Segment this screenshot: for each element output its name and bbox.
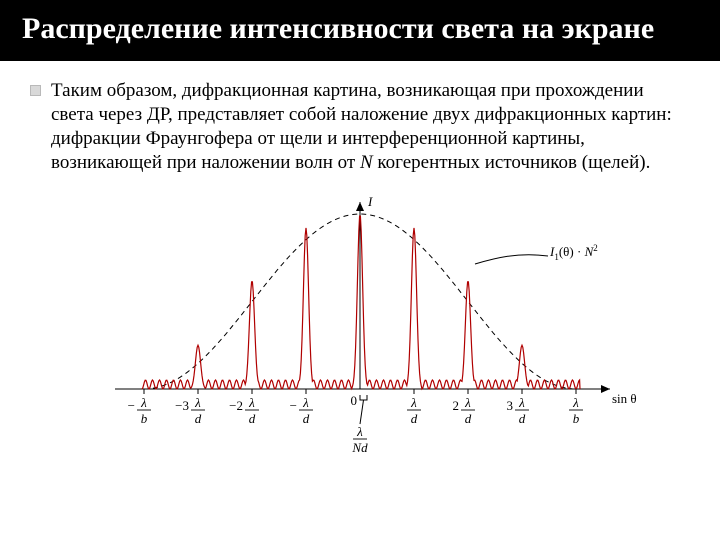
svg-text:d: d — [519, 411, 526, 426]
para-post: когерентных источников (щелей). — [373, 152, 651, 173]
svg-text:d: d — [195, 411, 202, 426]
page-title: Распределение интенсивности света на экр… — [22, 12, 698, 47]
svg-text:I: I — [367, 194, 373, 209]
svg-text:d: d — [303, 411, 310, 426]
diffraction-chart: Isin θ0I1(θ) · N2−λb−3λd−2λd−λdλd2λd3λdλ… — [80, 184, 640, 464]
svg-text:b: b — [573, 411, 580, 426]
svg-text:sin θ: sin θ — [612, 391, 637, 406]
svg-text:λ: λ — [464, 395, 471, 410]
svg-text:−: − — [128, 398, 135, 413]
svg-text:λ: λ — [140, 395, 147, 410]
bullet-paragraph: Таким образом, дифракционная картина, во… — [30, 79, 690, 176]
svg-text:0: 0 — [351, 393, 358, 408]
svg-text:λ: λ — [194, 395, 201, 410]
svg-text:λ: λ — [356, 424, 363, 439]
svg-text:λ: λ — [410, 395, 417, 410]
svg-text:b: b — [141, 411, 148, 426]
svg-text:d: d — [249, 411, 256, 426]
square-bullet-icon — [30, 85, 41, 96]
svg-text:d: d — [465, 411, 472, 426]
paragraph-text: Таким образом, дифракционная картина, во… — [51, 79, 690, 176]
title-band: Распределение интенсивности света на экр… — [0, 0, 720, 61]
figure-container: Isin θ0I1(θ) · N2−λb−3λd−2λd−λdλd2λd3λdλ… — [30, 184, 690, 464]
content-area: Таким образом, дифракционная картина, во… — [0, 61, 720, 472]
svg-text:d: d — [411, 411, 418, 426]
svg-text:−3: −3 — [175, 398, 189, 413]
svg-text:−: − — [290, 398, 297, 413]
svg-text:3: 3 — [507, 398, 514, 413]
svg-text:λ: λ — [248, 395, 255, 410]
svg-text:λ: λ — [302, 395, 309, 410]
svg-text:λ: λ — [518, 395, 525, 410]
svg-text:−2: −2 — [229, 398, 243, 413]
svg-text:Nd: Nd — [351, 440, 368, 455]
svg-text:2: 2 — [453, 398, 460, 413]
svg-text:I1(θ) · N2: I1(θ) · N2 — [549, 243, 598, 262]
para-n: N — [360, 152, 373, 173]
svg-text:λ: λ — [572, 395, 579, 410]
